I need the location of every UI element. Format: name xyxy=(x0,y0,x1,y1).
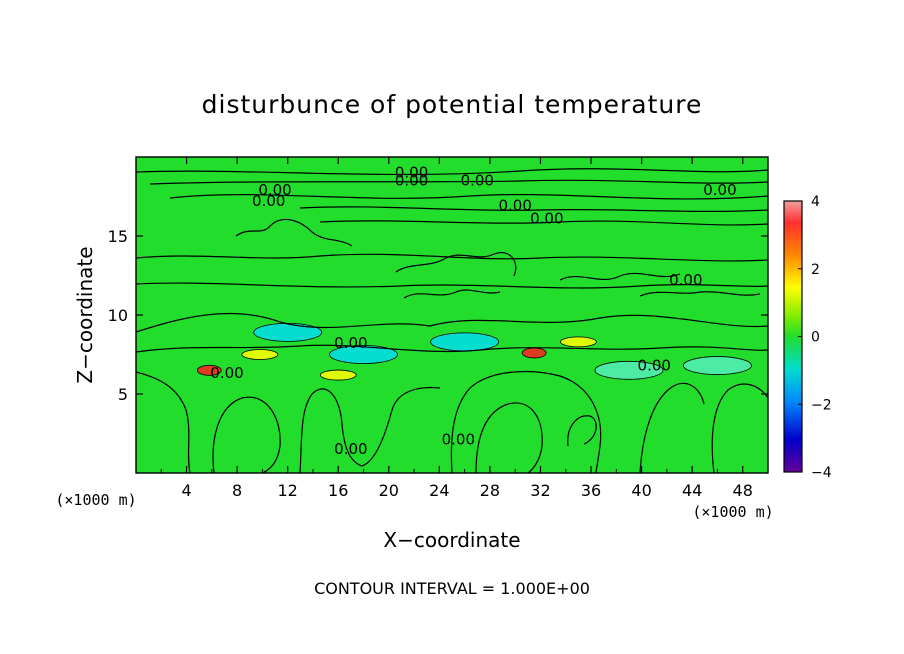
x-tick-label: 36 xyxy=(581,481,601,500)
y-axis: 5 10 15 xyxy=(108,227,768,404)
contour-label: 0.00 xyxy=(703,181,736,199)
contour-label: 0.00 xyxy=(530,209,563,227)
contour-line xyxy=(299,386,441,473)
y-tick-label: 10 xyxy=(108,306,128,325)
contour-label: 0.00 xyxy=(334,440,367,458)
colorbar: 4 2 0 −2 −4 xyxy=(783,194,832,481)
contour-label: 0.00 xyxy=(395,164,428,182)
contour-line xyxy=(212,396,281,473)
contour-line xyxy=(559,272,681,281)
x-tick-label: 8 xyxy=(232,481,242,500)
contour-line xyxy=(639,291,761,297)
cold-anomaly xyxy=(594,360,664,380)
cold-anomaly xyxy=(329,345,398,364)
contour-line xyxy=(450,370,602,473)
x-tick-label: 24 xyxy=(429,481,449,500)
x-axis-label: X−coordinate xyxy=(383,528,520,552)
x-unit-left: (×1000 m) xyxy=(55,491,136,509)
warm-anomaly xyxy=(560,336,597,348)
colorbar-tick-label: −4 xyxy=(811,465,832,481)
contour-line xyxy=(475,402,543,473)
contour-label-layer: 0.000.000.000.00 0.000.000.000.000.000.00… xyxy=(210,164,736,459)
contour-line xyxy=(136,312,768,333)
contour-line xyxy=(136,344,768,353)
contour-line xyxy=(169,193,768,200)
contour-line xyxy=(149,179,768,185)
x-tick-label: 40 xyxy=(631,481,651,500)
anomaly-layer xyxy=(196,322,752,381)
y-axis-label: Z−coordinate xyxy=(73,246,97,383)
cold-anomaly xyxy=(430,332,500,352)
contour-label: 0.00 xyxy=(442,431,475,449)
contour-label: 0.00 xyxy=(258,181,291,199)
colorbar-tick-label: 4 xyxy=(811,194,820,210)
cold-anomaly xyxy=(683,356,752,375)
colorbar-tick-label: 2 xyxy=(811,262,820,278)
contour-line xyxy=(567,415,597,447)
contour-label: 0.00 xyxy=(252,192,285,210)
contour-layer xyxy=(136,168,768,473)
contour-label: 0.00 xyxy=(395,171,428,189)
contour-line xyxy=(299,206,768,213)
contour-label: 0.00 xyxy=(334,334,367,352)
contour-label: 0.00 xyxy=(669,271,702,289)
contour-line xyxy=(136,282,768,289)
x-tick-label: 4 xyxy=(181,481,191,500)
cold-anomaly xyxy=(253,322,323,342)
plot-area: 0.000.000.000.00 0.000.000.000.000.000.00… xyxy=(108,156,769,500)
contour-line xyxy=(639,382,705,473)
contour-label: 0.00 xyxy=(461,171,494,189)
contour-line xyxy=(711,383,768,473)
warm-anomaly xyxy=(319,369,357,381)
contour-line xyxy=(136,371,191,473)
colorbar-tick-label: 0 xyxy=(811,330,820,346)
x-axis: 4 8 12 16 20 24 28 32 36 40 44 48 xyxy=(160,157,753,500)
contour-line xyxy=(403,289,501,299)
x-tick-label: 12 xyxy=(278,481,298,500)
contour-label: 0.00 xyxy=(210,364,243,382)
y-tick-label: 5 xyxy=(118,385,128,404)
x-tick-label: 20 xyxy=(379,481,399,500)
x-tick-label: 16 xyxy=(328,481,348,500)
contour-label: 0.00 xyxy=(498,197,531,215)
contour-line xyxy=(136,168,768,176)
x-tick-label: 32 xyxy=(530,481,550,500)
contour-label: 0.00 xyxy=(638,356,671,374)
chart-title: disturbunce of potential temperature xyxy=(202,90,703,119)
contour-interval-note: CONTOUR INTERVAL = 1.000E+00 xyxy=(314,579,590,598)
x-unit-right: (×1000 m) xyxy=(692,503,773,521)
y-tick-label: 15 xyxy=(108,227,128,246)
warm-anomaly xyxy=(241,349,279,360)
field-background xyxy=(136,157,768,473)
contour-line xyxy=(395,252,517,277)
contour-line xyxy=(235,218,353,247)
contour-line xyxy=(319,220,768,226)
x-tick-label: 28 xyxy=(480,481,500,500)
colorbar-tick-label: −2 xyxy=(811,397,832,413)
x-tick-label: 48 xyxy=(733,481,753,500)
x-tick-label: 44 xyxy=(682,481,702,500)
colorbar-ticks: 4 2 0 −2 −4 xyxy=(798,194,832,481)
warm-anomaly xyxy=(196,364,222,376)
warm-anomaly xyxy=(521,347,547,359)
